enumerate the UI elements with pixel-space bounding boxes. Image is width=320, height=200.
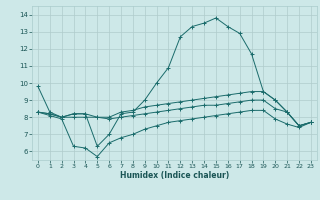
- X-axis label: Humidex (Indice chaleur): Humidex (Indice chaleur): [120, 171, 229, 180]
